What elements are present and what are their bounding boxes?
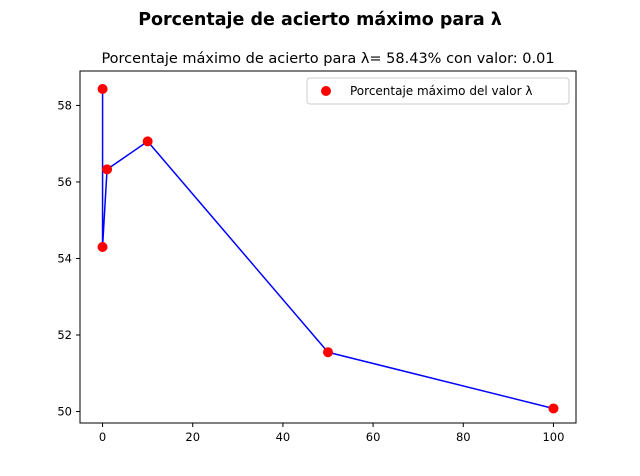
- x-tick-label: 60: [366, 430, 381, 444]
- x-tick-label: 20: [185, 430, 200, 444]
- x-tick-label: 80: [456, 430, 471, 444]
- data-point: [142, 136, 153, 147]
- x-tick-label: 100: [542, 430, 564, 444]
- chart-title: Porcentaje máximo de acierto para λ= 58.…: [101, 51, 554, 67]
- y-tick-label: 54: [57, 251, 72, 265]
- y-tick-label: 52: [57, 328, 72, 342]
- legend-marker: [321, 86, 331, 96]
- x-tick-label: 40: [276, 430, 291, 444]
- data-point: [323, 347, 333, 358]
- data-point: [548, 403, 559, 414]
- legend-box: [306, 77, 570, 105]
- legend: Porcentaje máximo del valor λ: [306, 77, 570, 105]
- series-layer: [97, 83, 559, 414]
- y-tick-label: 50: [57, 405, 72, 419]
- data-point: [97, 242, 108, 252]
- axes: 0 20 40 60 80 100 50 52 54 56 58: [57, 98, 564, 444]
- x-tick-label: 0: [99, 430, 106, 444]
- plot-area: [79, 70, 577, 424]
- data-point: [102, 164, 113, 175]
- data-point: [97, 83, 108, 94]
- legend-label: Porcentaje máximo del valor λ: [350, 84, 532, 98]
- y-tick-label: 56: [57, 175, 72, 189]
- y-tick-label: 58: [57, 98, 72, 112]
- series-line: [101, 88, 554, 410]
- chart-suptitle: Porcentaje de acierto máximo para λ: [138, 10, 502, 30]
